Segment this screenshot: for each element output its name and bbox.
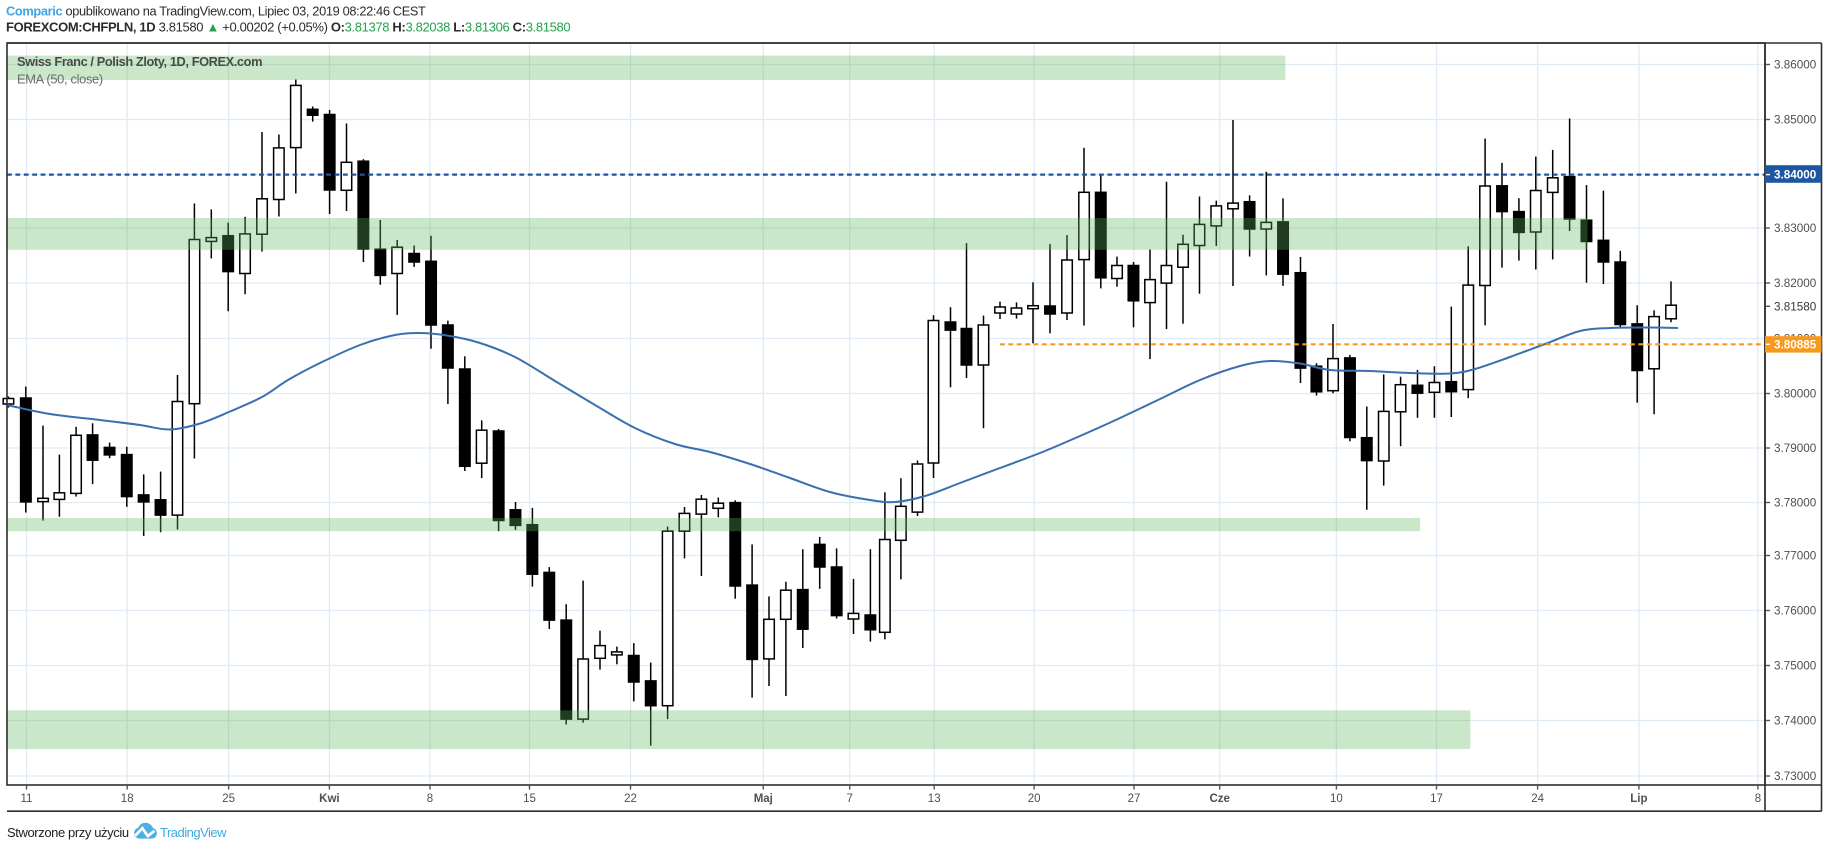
svg-text:10: 10 bbox=[1330, 793, 1343, 805]
svg-text:11: 11 bbox=[21, 793, 33, 805]
svg-text:18: 18 bbox=[121, 793, 134, 805]
svg-text:7: 7 bbox=[846, 793, 852, 805]
svg-text:Comparic opublikowano na Tradi: Comparic opublikowano na TradingView.com… bbox=[6, 4, 426, 19]
svg-text:8: 8 bbox=[1755, 793, 1761, 805]
svg-text:3.75000: 3.75000 bbox=[1774, 660, 1817, 673]
svg-text:3.73000: 3.73000 bbox=[1774, 770, 1817, 783]
svg-text:3.80885: 3.80885 bbox=[1774, 338, 1817, 351]
svg-text:3.77000: 3.77000 bbox=[1774, 550, 1817, 563]
svg-text:27: 27 bbox=[1128, 793, 1141, 805]
svg-text:3.84000: 3.84000 bbox=[1774, 169, 1817, 182]
svg-text:3.80000: 3.80000 bbox=[1774, 388, 1817, 401]
svg-text:Maj: Maj bbox=[754, 793, 773, 805]
svg-text:17: 17 bbox=[1430, 793, 1443, 805]
svg-text:3.78000: 3.78000 bbox=[1774, 497, 1817, 510]
svg-text:Stworzone przy użyciu: Stworzone przy użyciu bbox=[7, 825, 129, 840]
svg-text:Swiss Franc / Polish Zloty, 1D: Swiss Franc / Polish Zloty, 1D, FOREX.co… bbox=[17, 54, 262, 69]
svg-text:3.79000: 3.79000 bbox=[1774, 442, 1817, 455]
svg-text:3.86000: 3.86000 bbox=[1774, 59, 1817, 72]
svg-text:24: 24 bbox=[1531, 793, 1544, 805]
svg-text:EMA (50, close): EMA (50, close) bbox=[17, 72, 103, 87]
svg-text:8: 8 bbox=[427, 793, 433, 805]
svg-text:13: 13 bbox=[928, 793, 941, 805]
svg-text:3.76000: 3.76000 bbox=[1774, 605, 1817, 618]
svg-text:3.82000: 3.82000 bbox=[1774, 277, 1817, 290]
svg-text:15: 15 bbox=[523, 793, 536, 805]
svg-text:Cze: Cze bbox=[1209, 793, 1229, 805]
svg-text:3.81580: 3.81580 bbox=[1774, 300, 1817, 313]
svg-text:25: 25 bbox=[222, 793, 235, 805]
svg-text:FOREXCOM:CHFPLN, 1D 3.81580 ▲: FOREXCOM:CHFPLN, 1D 3.81580 ▲ +0.00202 (… bbox=[6, 20, 570, 35]
svg-text:Kwi: Kwi bbox=[319, 793, 339, 805]
svg-text:3.85000: 3.85000 bbox=[1774, 114, 1817, 127]
svg-text:20: 20 bbox=[1028, 793, 1041, 805]
svg-text:Lip: Lip bbox=[1630, 793, 1647, 805]
svg-text:TradingView: TradingView bbox=[160, 825, 227, 840]
svg-text:22: 22 bbox=[624, 793, 637, 805]
svg-text:3.83000: 3.83000 bbox=[1774, 222, 1817, 235]
svg-text:3.74000: 3.74000 bbox=[1774, 715, 1817, 728]
